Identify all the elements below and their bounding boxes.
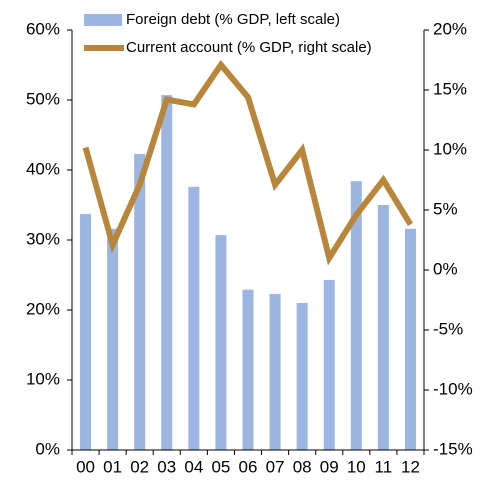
legend-swatch [84,14,122,26]
bar [350,181,362,450]
bar [188,186,200,451]
bar [404,228,416,450]
bar [323,279,335,450]
bar [161,95,173,450]
x-tick-label: 12 [401,457,420,476]
x-tick-label: 01 [103,457,122,476]
x-tick-label: 06 [239,457,258,476]
y-tick-label: 40% [26,159,60,178]
y-tick-label: 30% [26,229,60,248]
x-tick-label: 02 [130,457,149,476]
line [82,59,414,266]
x-tick-label: 08 [293,457,312,476]
x-tick-label: 09 [320,457,339,476]
y-tick-label: 20% [26,299,60,318]
x-tick-label: 03 [157,457,176,476]
bar [134,153,146,450]
bar [377,205,389,450]
y2-tick-label: -5% [433,319,463,338]
bar [215,235,227,450]
y2-tick-label: 20% [433,19,467,38]
x-tick-label: 00 [76,457,95,476]
legend-label: Current account (% GDP, right scale) [126,39,372,56]
bar [107,228,119,450]
x-tick-label: 10 [347,457,366,476]
y2-tick-label: 15% [433,79,467,98]
x-tick-label: 04 [184,457,203,476]
bar [80,214,92,450]
bar [296,303,308,450]
y2-tick-label: -15% [433,439,473,458]
y-tick-label: 10% [26,369,60,388]
x-tick-label: 05 [211,457,230,476]
bar [269,293,281,450]
bar [242,289,254,450]
y-tick-label: 50% [26,89,60,108]
y2-tick-label: -10% [433,379,473,398]
x-tick-label: 07 [266,457,285,476]
y2-tick-label: 5% [433,199,458,218]
y-tick-label: 0% [35,439,60,458]
y2-tick-label: 10% [433,139,467,158]
y-tick-label: 60% [26,19,60,38]
x-tick-label: 11 [375,457,393,476]
legend-label: Foreign debt (% GDP, left scale) [126,11,340,28]
y2-tick-label: 0% [433,259,458,278]
